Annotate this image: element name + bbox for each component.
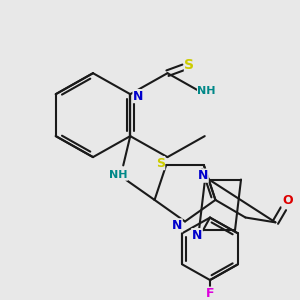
Text: O: O [282, 194, 293, 207]
Text: N: N [133, 90, 143, 103]
Text: F: F [206, 287, 214, 300]
Text: S: S [184, 58, 194, 72]
Text: N: N [172, 219, 182, 232]
Text: NH: NH [109, 170, 128, 180]
Text: N: N [198, 169, 208, 182]
Text: NH: NH [197, 86, 216, 96]
Text: S: S [156, 157, 165, 169]
Text: N: N [192, 229, 202, 242]
